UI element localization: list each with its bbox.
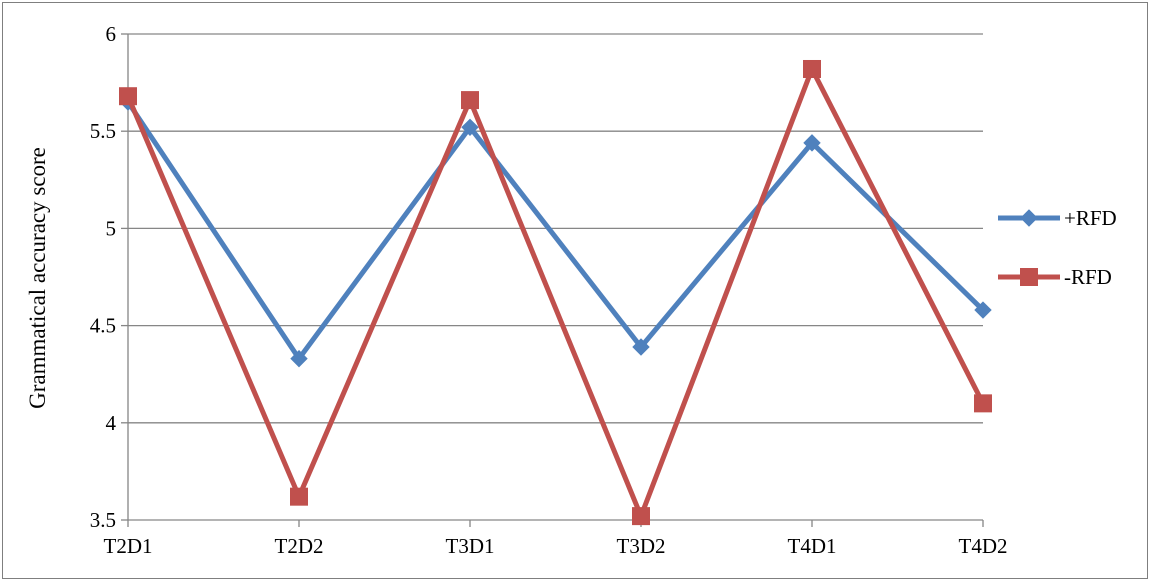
- y-tick-label: 6: [106, 22, 117, 46]
- legend: +RFD -RFD: [998, 206, 1117, 289]
- x-tick-label: T3D1: [446, 534, 495, 558]
- data-point: [290, 349, 308, 368]
- data-point: [974, 394, 992, 413]
- legend-label: +RFD: [1064, 206, 1117, 230]
- series-line: [125, 66, 986, 519]
- series-minus-rfd: [119, 59, 992, 526]
- line-chart: 3.5 4 4.5 5 5.5 6 T2D1 T2D2 T3D1 T3D2 T4D1 T4D2 Gr…: [25, 22, 1117, 558]
- x-tick-label: T3D2: [617, 534, 666, 558]
- legend-swatch-marker: [1020, 268, 1038, 286]
- x-tick-label: T4D1: [788, 534, 837, 558]
- data-point: [290, 487, 308, 506]
- gridlines: [128, 33, 983, 424]
- data-point: [803, 59, 821, 78]
- data-point: [461, 118, 479, 137]
- legend-label: -RFD: [1064, 265, 1112, 289]
- data-point: [974, 301, 992, 319]
- series-line: [125, 99, 986, 362]
- y-tick-labels: 3.5 4 4.5 5 5.5 6: [90, 22, 117, 532]
- x-tick-label: T2D2: [275, 534, 324, 558]
- y-tick-label: 5.5: [90, 119, 116, 143]
- legend-entry: +RFD: [998, 206, 1117, 230]
- y-tick-label: 5: [106, 216, 117, 240]
- data-point: [461, 91, 479, 110]
- data-point: [803, 134, 821, 152]
- legend-entry: -RFD: [998, 265, 1112, 289]
- legend-swatch-marker: [1020, 209, 1038, 227]
- data-point: [632, 507, 650, 526]
- y-axis-title: Grammatical accuracy score: [25, 147, 50, 409]
- x-tick-labels: T2D1 T2D2 T3D1 T3D2 T4D1 T4D2: [104, 534, 1008, 558]
- y-tick-label: 3.5: [90, 508, 116, 532]
- axes: [121, 33, 984, 527]
- data-point: [632, 338, 650, 356]
- x-tick-label: T2D1: [104, 534, 153, 558]
- data-point: [119, 87, 137, 106]
- y-tick-label: 4: [106, 411, 117, 435]
- y-tick-label: 4.5: [90, 314, 116, 338]
- x-tick-label: T4D2: [959, 534, 1008, 558]
- series: [119, 59, 992, 526]
